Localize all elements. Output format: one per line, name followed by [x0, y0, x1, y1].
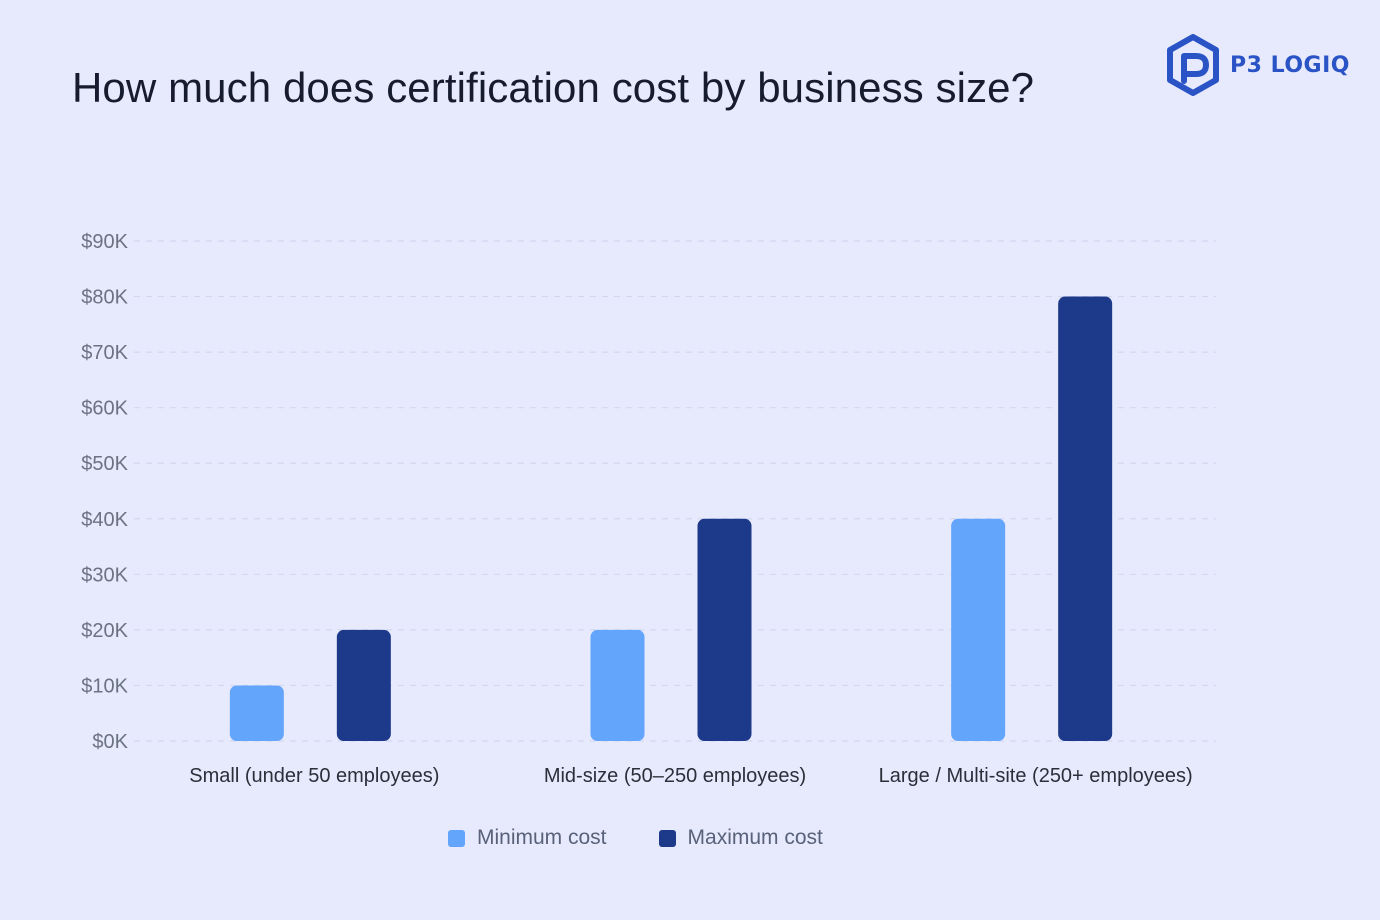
bar-minimum — [229, 685, 284, 741]
y-tick-label: $50K — [81, 453, 128, 475]
legend: Minimum cost Maximum cost — [448, 826, 823, 850]
legend-item-minimum: Minimum cost — [448, 826, 607, 850]
bar-minimum — [951, 518, 1006, 741]
y-tick-label: $20K — [81, 620, 128, 642]
y-tick-label: $0K — [92, 731, 128, 753]
y-tick-label: $80K — [81, 287, 128, 309]
brand-name: P3 LOGIQ — [1230, 52, 1350, 78]
legend-swatch-minimum — [448, 829, 465, 847]
p-hexagon-logo-icon — [1167, 34, 1219, 96]
x-axis-categories: Small (under 50 employees) Mid-size (50–2… — [189, 765, 1192, 787]
grid-lines — [134, 240, 1216, 742]
legend-label-maximum: Maximum cost — [687, 826, 823, 849]
legend-swatch-maximum — [658, 829, 676, 847]
legend-item-maximum: Maximum cost — [658, 826, 823, 850]
bar-minimum — [590, 629, 645, 741]
x-category-label: Mid-size (50–250 employees) — [544, 765, 806, 787]
bar-maximum — [697, 518, 752, 741]
bar-maximum — [1058, 296, 1113, 741]
chart-title: How much does certification cost by busi… — [72, 64, 1035, 111]
x-category-label: Small (under 50 employees) — [189, 765, 439, 787]
y-tick-label: $90K — [81, 231, 128, 253]
bars — [229, 296, 1113, 741]
y-tick-label: $30K — [81, 564, 128, 586]
brand-logo: P3 LOGIQ — [1166, 34, 1350, 96]
y-axis-ticks: $0K $10K $20K $30K $40K $50K $60K $70K $80K $90K — [81, 231, 128, 753]
y-tick-label: $70K — [81, 342, 128, 364]
bar-maximum — [336, 629, 391, 741]
y-tick-label: $60K — [81, 398, 128, 420]
x-category-label: Large / Multi-site (250+ employees) — [879, 765, 1193, 787]
y-tick-label: $40K — [81, 509, 128, 531]
legend-label-minimum: Minimum cost — [477, 826, 607, 849]
y-tick-label: $10K — [81, 675, 128, 697]
